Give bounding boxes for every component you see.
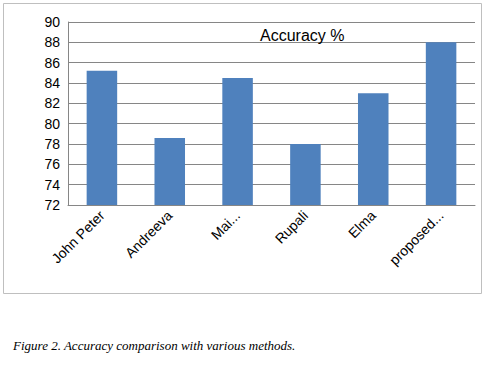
svg-text:Andreeva: Andreeva: [122, 207, 176, 261]
svg-text:proposed...: proposed...: [386, 207, 447, 268]
svg-text:76: 76: [44, 156, 60, 172]
svg-text:78: 78: [44, 136, 60, 152]
svg-text:90: 90: [44, 14, 60, 30]
svg-text:John Peter: John Peter: [48, 207, 107, 266]
svg-text:74: 74: [44, 177, 60, 193]
svg-text:Mai...: Mai...: [208, 207, 243, 242]
svg-text:82: 82: [44, 95, 60, 111]
svg-text:Figure 2. Accuracy comparison: Figure 2. Accuracy comparison with vario…: [12, 338, 295, 353]
svg-text:72: 72: [44, 197, 60, 213]
svg-text:Elma: Elma: [345, 207, 379, 241]
svg-text:84: 84: [44, 75, 60, 91]
svg-text:86: 86: [44, 55, 60, 71]
svg-text:Accuracy %: Accuracy %: [260, 27, 344, 44]
svg-text:88: 88: [44, 34, 60, 50]
svg-text:Rupali: Rupali: [272, 207, 311, 246]
svg-text:80: 80: [44, 116, 60, 132]
